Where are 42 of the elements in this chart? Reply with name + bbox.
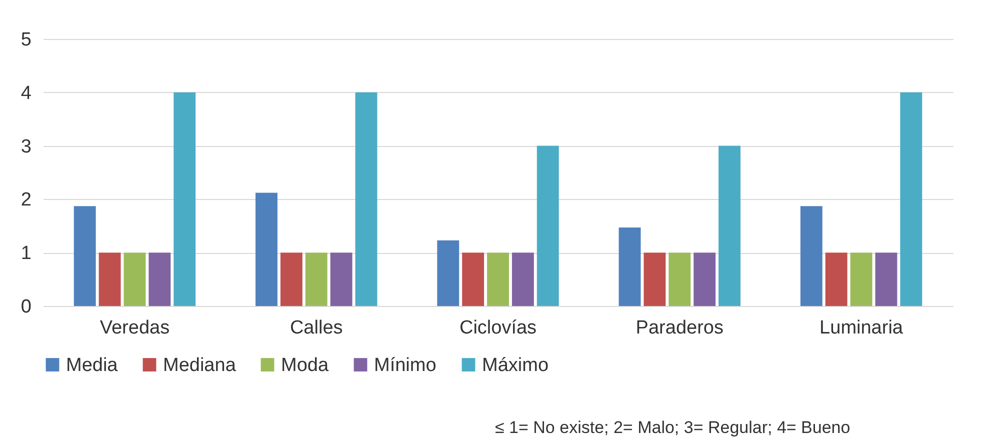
y-tick-label: 4 [20, 82, 32, 104]
legend-label: Máximo [482, 354, 549, 376]
legend-label: Mediana [163, 354, 236, 376]
legend-label: Mínimo [374, 354, 436, 376]
bar [850, 252, 872, 306]
y-tick-label: 1 [20, 243, 32, 264]
y-tick-label: 3 [20, 136, 32, 158]
bar [644, 252, 666, 306]
bar [875, 252, 898, 306]
bar [900, 92, 922, 306]
bar [124, 252, 146, 306]
x-tick-label: Paraderos [636, 318, 724, 338]
x-tick-label: Ciclovías [459, 318, 537, 338]
legend-label: Moda [281, 354, 329, 376]
x-tick-label: Luminaria [820, 318, 904, 338]
bar [800, 206, 822, 306]
bar [98, 252, 121, 306]
x-tick-label: Calles [290, 318, 343, 338]
bar [718, 146, 740, 306]
y-tick-label: 2 [20, 190, 32, 211]
bar [512, 252, 534, 306]
bar [355, 92, 378, 306]
bar [148, 252, 171, 306]
x-tick-label: Veredas [100, 318, 170, 338]
bar [536, 146, 559, 306]
bar [618, 228, 641, 306]
y-tick-label: 0 [20, 296, 32, 318]
bar [174, 92, 196, 306]
legend-label: Media [66, 354, 118, 376]
bar [305, 252, 328, 306]
bar [280, 252, 302, 306]
text: ≤ 1= No existe; 2= Malo; 3= Regular; 4= Bueno [495, 418, 850, 438]
bar [694, 252, 716, 306]
bar [74, 206, 96, 306]
bar [462, 252, 484, 306]
bar [487, 252, 509, 306]
y-tick-label: 5 [20, 30, 32, 50]
bar [330, 252, 352, 306]
bar [256, 192, 278, 306]
bar [825, 252, 848, 306]
bar [437, 240, 460, 306]
bar [668, 252, 691, 306]
